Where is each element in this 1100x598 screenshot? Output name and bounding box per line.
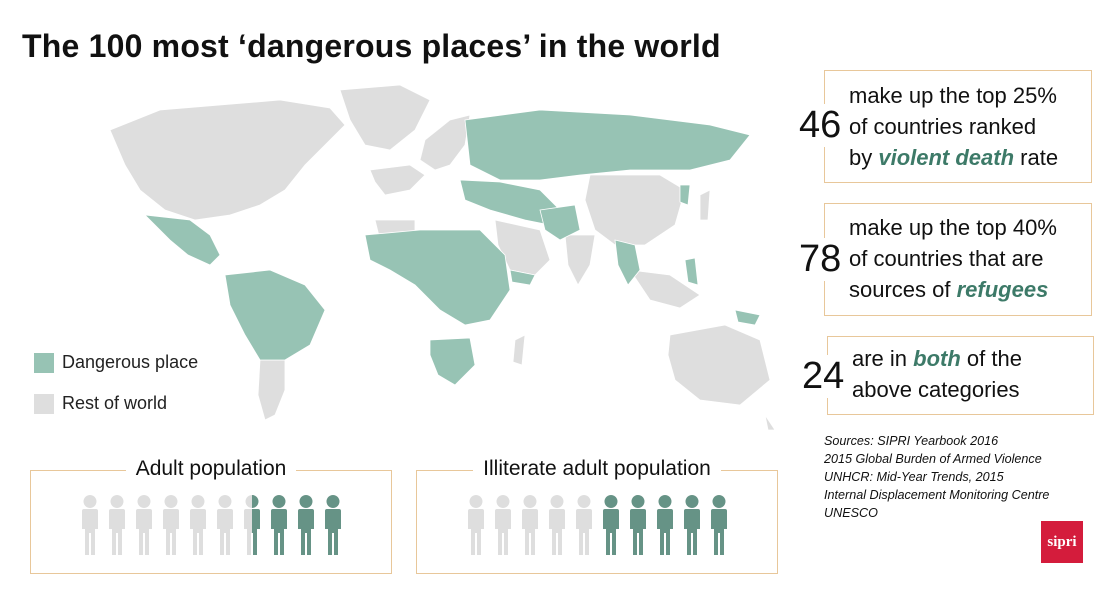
stat-number: 46 xyxy=(799,104,844,147)
stat-line: of countries ranked xyxy=(849,114,1037,139)
person-icon xyxy=(711,495,727,555)
sources: Sources: SIPRI Yearbook 2016 2015 Global… xyxy=(824,432,1049,522)
stat-line: of countries that are xyxy=(849,246,1044,271)
source-line: UNESCO xyxy=(824,506,878,520)
panel-illiterate-population: Illiterate adult population xyxy=(416,457,778,574)
legend-label: Rest of world xyxy=(62,393,168,413)
person-icon xyxy=(298,495,314,555)
stat-box-both xyxy=(827,336,1094,415)
stat-number: 78 xyxy=(799,238,844,281)
stat-line: sources of refugees xyxy=(849,277,1049,302)
person-icon xyxy=(82,495,98,555)
stat-text: make up the top 40% of countries that ar… xyxy=(849,212,1057,305)
legend-label: Dangerous place xyxy=(62,352,199,372)
legend-swatch-rest xyxy=(34,393,54,414)
sipri-logo: sipri xyxy=(1041,521,1083,563)
rest-of-world-land xyxy=(109,84,776,430)
person-icon xyxy=(190,495,206,555)
panel-title: Adult population xyxy=(31,457,391,481)
person-icon xyxy=(603,495,619,555)
legend-swatch-dangerous xyxy=(34,352,54,373)
legend-item-rest: Rest of world xyxy=(34,393,198,414)
person-icon xyxy=(217,495,233,555)
stat-text: make up the top 25% of countries ranked … xyxy=(849,80,1058,173)
dangerous-places-land xyxy=(143,109,761,386)
panel-adult-population: Adult population xyxy=(30,457,392,574)
person-icon xyxy=(684,495,700,555)
person-icon xyxy=(630,495,646,555)
person-icon xyxy=(468,495,484,555)
stat-box-violent-death xyxy=(824,70,1092,183)
person-icon xyxy=(271,495,287,555)
stat-line: make up the top 25% xyxy=(849,83,1057,108)
person-icon xyxy=(325,495,341,555)
source-line: 2015 Global Burden of Armed Violence xyxy=(824,452,1042,466)
map-legend: Dangerous place Rest of world xyxy=(34,352,198,434)
page-title: The 100 most ‘dangerous places’ in the w… xyxy=(22,28,721,64)
panel-title: Illiterate adult population xyxy=(417,457,777,481)
person-icon xyxy=(657,495,673,555)
legend-item-dangerous: Dangerous place xyxy=(34,352,198,373)
stat-line: above categories xyxy=(852,377,1020,402)
stat-line: by violent death rate xyxy=(849,145,1059,170)
person-icon xyxy=(136,495,152,555)
person-icon xyxy=(244,495,260,555)
people-row xyxy=(465,495,730,555)
source-line: Sources: SIPRI Yearbook 2016 xyxy=(824,434,999,448)
person-icon xyxy=(163,495,179,555)
stat-line: are in both of the xyxy=(852,346,1022,371)
person-icon xyxy=(109,495,125,555)
stat-number: 24 xyxy=(802,355,847,398)
people-row xyxy=(79,495,344,555)
stat-box-refugees xyxy=(824,203,1092,316)
source-line: Internal Displacement Monitoring Centre xyxy=(824,488,1050,502)
person-icon xyxy=(549,495,565,555)
source-line: UNHCR: Mid-Year Trends, 2015 xyxy=(824,470,1004,484)
stat-text: are in both of the above categories xyxy=(852,343,1022,405)
person-icon xyxy=(522,495,538,555)
stat-line: make up the top 40% xyxy=(849,215,1057,240)
person-icon xyxy=(495,495,511,555)
world-map xyxy=(109,84,776,430)
person-icon xyxy=(576,495,592,555)
